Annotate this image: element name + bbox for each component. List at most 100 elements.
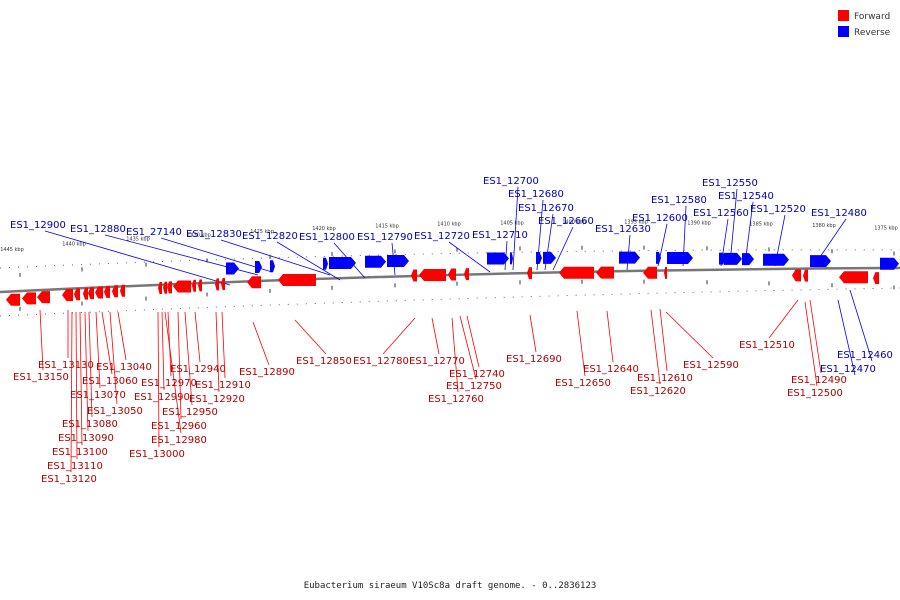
forward-gene-leader [177,311,182,420]
forward-gene-box [37,291,50,304]
reverse-gene-box [543,251,556,264]
reverse-gene-label[interactable]: ES1_12830 [186,229,242,240]
forward-gene-label[interactable]: ES1_13120 [41,474,97,485]
reverse-gene-leader [729,188,738,265]
forward-gene-label[interactable]: ES1_13000 [129,449,185,460]
forward-gene-label[interactable]: ES1_12980 [151,435,207,446]
forward-gene-label[interactable]: ES1_13090 [58,433,114,444]
forward-gene-label[interactable]: ES1_12950 [162,407,218,418]
reverse-gene-label[interactable]: ES1_12660 [538,216,594,227]
forward-gene-box [664,266,667,279]
ruler-label: 1425 kbp [250,229,274,235]
forward-gene-leader [606,310,614,363]
forward-gene-leader [804,301,818,387]
forward-gene-label[interactable]: ES1_12750 [446,381,502,392]
reverse-gene-leader [504,240,508,271]
reverse-gene-label[interactable]: ES1_27140 [126,227,182,238]
forward-gene-label[interactable]: ES1_12940 [170,364,226,375]
forward-gene-label[interactable]: ES1_12590 [683,360,739,371]
reverse-gene-label[interactable]: ES1_12600 [632,213,688,224]
forward-gene-label[interactable]: ES1_13070 [70,390,126,401]
legend-forward-swatch [838,10,849,21]
forward-gene-label[interactable]: ES1_12920 [189,394,245,405]
reverse-gene-leader [220,239,331,276]
forward-gene-label[interactable]: ES1_13040 [96,362,152,373]
forward-gene-label[interactable]: ES1_13060 [82,376,138,387]
forward-gene-label[interactable]: ES1_12510 [739,340,795,351]
forward-gene-leader [39,309,44,371]
reverse-gene-box [365,255,386,268]
forward-gene-leader [451,317,459,393]
forward-gene-label[interactable]: ES1_12890 [239,367,295,378]
forward-gene-leader [161,311,165,391]
ruler-label: 1390 kbp [687,220,711,226]
forward-gene-label[interactable]: ES1_12760 [428,394,484,405]
reverse-gene-leader [774,214,786,267]
forward-gene-leader [84,311,89,432]
ruler-label: 1415 kbp [375,223,399,229]
forward-gene-label[interactable]: ES1_12650 [555,378,611,389]
reverse-gene-leader [849,289,873,362]
forward-gene-label[interactable]: ES1_12770 [409,356,465,367]
forward-gene-label[interactable]: ES1_12970 [141,378,197,389]
forward-gene-label[interactable]: ES1_12620 [630,386,686,397]
reverse-gene-label[interactable]: ES1_12710 [472,230,528,241]
reverse-gene-label[interactable]: ES1_12680 [508,189,564,200]
forward-gene-leader [768,299,799,339]
reverse-gene-leader [333,242,366,279]
forward-gene-label[interactable]: ES1_13100 [52,447,108,458]
reverse-gene-label[interactable]: ES1_12820 [242,231,298,242]
reverse-gene-label[interactable]: ES1_12790 [357,232,413,243]
forward-gene-box [120,284,125,297]
reverse-gene-label[interactable]: ES1_12800 [299,232,355,243]
reverse-gene-label[interactable]: ES1_12520 [750,204,806,215]
forward-gene-label[interactable]: ES1_13080 [62,419,118,430]
forward-gene-label[interactable]: ES1_12740 [449,369,505,380]
forward-gene-label[interactable]: ES1_12640 [583,364,639,375]
map-caption: Eubacterium siraeum V10Sc8a draft genome… [304,581,597,591]
reverse-gene-label[interactable]: ES1_12580 [651,195,707,206]
forward-gene-label[interactable]: ES1_12960 [151,421,207,432]
reverse-gene-leader [448,241,491,273]
reverse-gene-label[interactable]: ES1_12480 [811,208,867,219]
reverse-gene-label[interactable]: ES1_12900 [10,220,66,231]
reverse-gene-label[interactable]: ES1_12880 [70,224,126,235]
ruler-label: 1420 kbp [312,226,336,232]
reverse-gene-label[interactable]: ES1_12460 [837,350,893,361]
forward-gene-leader [659,308,668,372]
forward-gene-label[interactable]: ES1_12990 [134,392,190,403]
reverse-gene-label[interactable]: ES1_12560 [693,208,749,219]
reverse-gene-label[interactable]: ES1_12720 [414,231,470,242]
forward-gene-label[interactable]: ES1_13050 [87,406,143,417]
reverse-gene-box [270,260,275,273]
reverse-gene-label[interactable]: ES1_12700 [483,176,539,187]
reverse-gene-box [487,252,509,265]
forward-gene-label[interactable]: ES1_12490 [791,375,847,386]
forward-gene-box [792,269,801,282]
forward-gene-label[interactable]: ES1_13150 [13,372,69,383]
forward-gene-label[interactable]: ES1_13130 [38,360,94,371]
forward-gene-label[interactable]: ES1_12500 [787,388,843,399]
reverse-gene-label[interactable]: ES1_12470 [820,364,876,375]
reverse-gene-leader [720,218,729,267]
forward-gene-leader [650,309,661,385]
forward-gene-leader [164,311,182,434]
forward-gene-label[interactable]: ES1_12610 [637,373,693,384]
forward-gene-box [464,268,469,281]
forward-gene-leader [294,319,327,355]
forward-gene-leader [809,299,822,374]
reverse-gene-label[interactable]: ES1_12630 [595,224,651,235]
forward-gene-leader [79,311,83,446]
reverse-gene-label[interactable]: ES1_12550 [702,178,758,189]
forward-gene-label[interactable]: ES1_12690 [506,354,562,365]
forward-gene-label[interactable]: ES1_13110 [47,461,103,472]
reverse-gene-label[interactable]: ES1_12670 [518,203,574,214]
forward-gene-label[interactable]: ES1_12910 [195,380,251,391]
forward-gene-label[interactable]: ES1_12850 [296,356,352,367]
reverse-gene-label[interactable]: ES1_12540 [718,191,774,202]
forward-gene-box [803,269,808,282]
reverse-gene-box [536,251,542,264]
forward-gene-label[interactable]: ES1_12780 [353,356,409,367]
